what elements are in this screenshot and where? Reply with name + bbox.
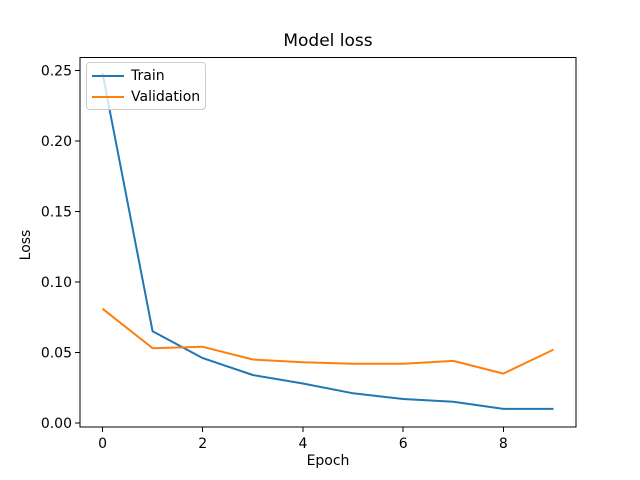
y-tick-label: 0.25 — [41, 63, 72, 79]
y-tick-label: 0.20 — [41, 134, 72, 150]
axes-frame — [79, 57, 577, 428]
x-tick-label: 6 — [399, 436, 408, 452]
x-tick-label: 4 — [298, 436, 307, 452]
validation-line — [101, 307, 554, 375]
y-axis-label: Loss — [18, 229, 34, 261]
chart-title: Model loss — [283, 31, 373, 51]
x-tick-label: 0 — [98, 436, 107, 452]
legend: Train Validation — [86, 62, 206, 110]
legend-label-validation: Validation — [131, 88, 201, 105]
train-line-swatch — [92, 74, 124, 77]
x-axis-label: Epoch — [306, 453, 350, 469]
legend-item-validation: Validation — [87, 86, 205, 107]
train-line — [101, 72, 554, 410]
y-tick-label: 0.00 — [41, 416, 72, 432]
legend-label-train: Train — [131, 67, 165, 84]
x-tick-label: 2 — [198, 436, 207, 452]
y-tick-label: 0.05 — [41, 345, 72, 361]
validation-line-swatch — [92, 95, 124, 98]
legend-item-train: Train — [87, 65, 205, 86]
x-tick-label: 8 — [499, 436, 508, 452]
y-tick-label: 0.10 — [41, 275, 72, 291]
y-tick-label: 0.15 — [41, 204, 72, 220]
